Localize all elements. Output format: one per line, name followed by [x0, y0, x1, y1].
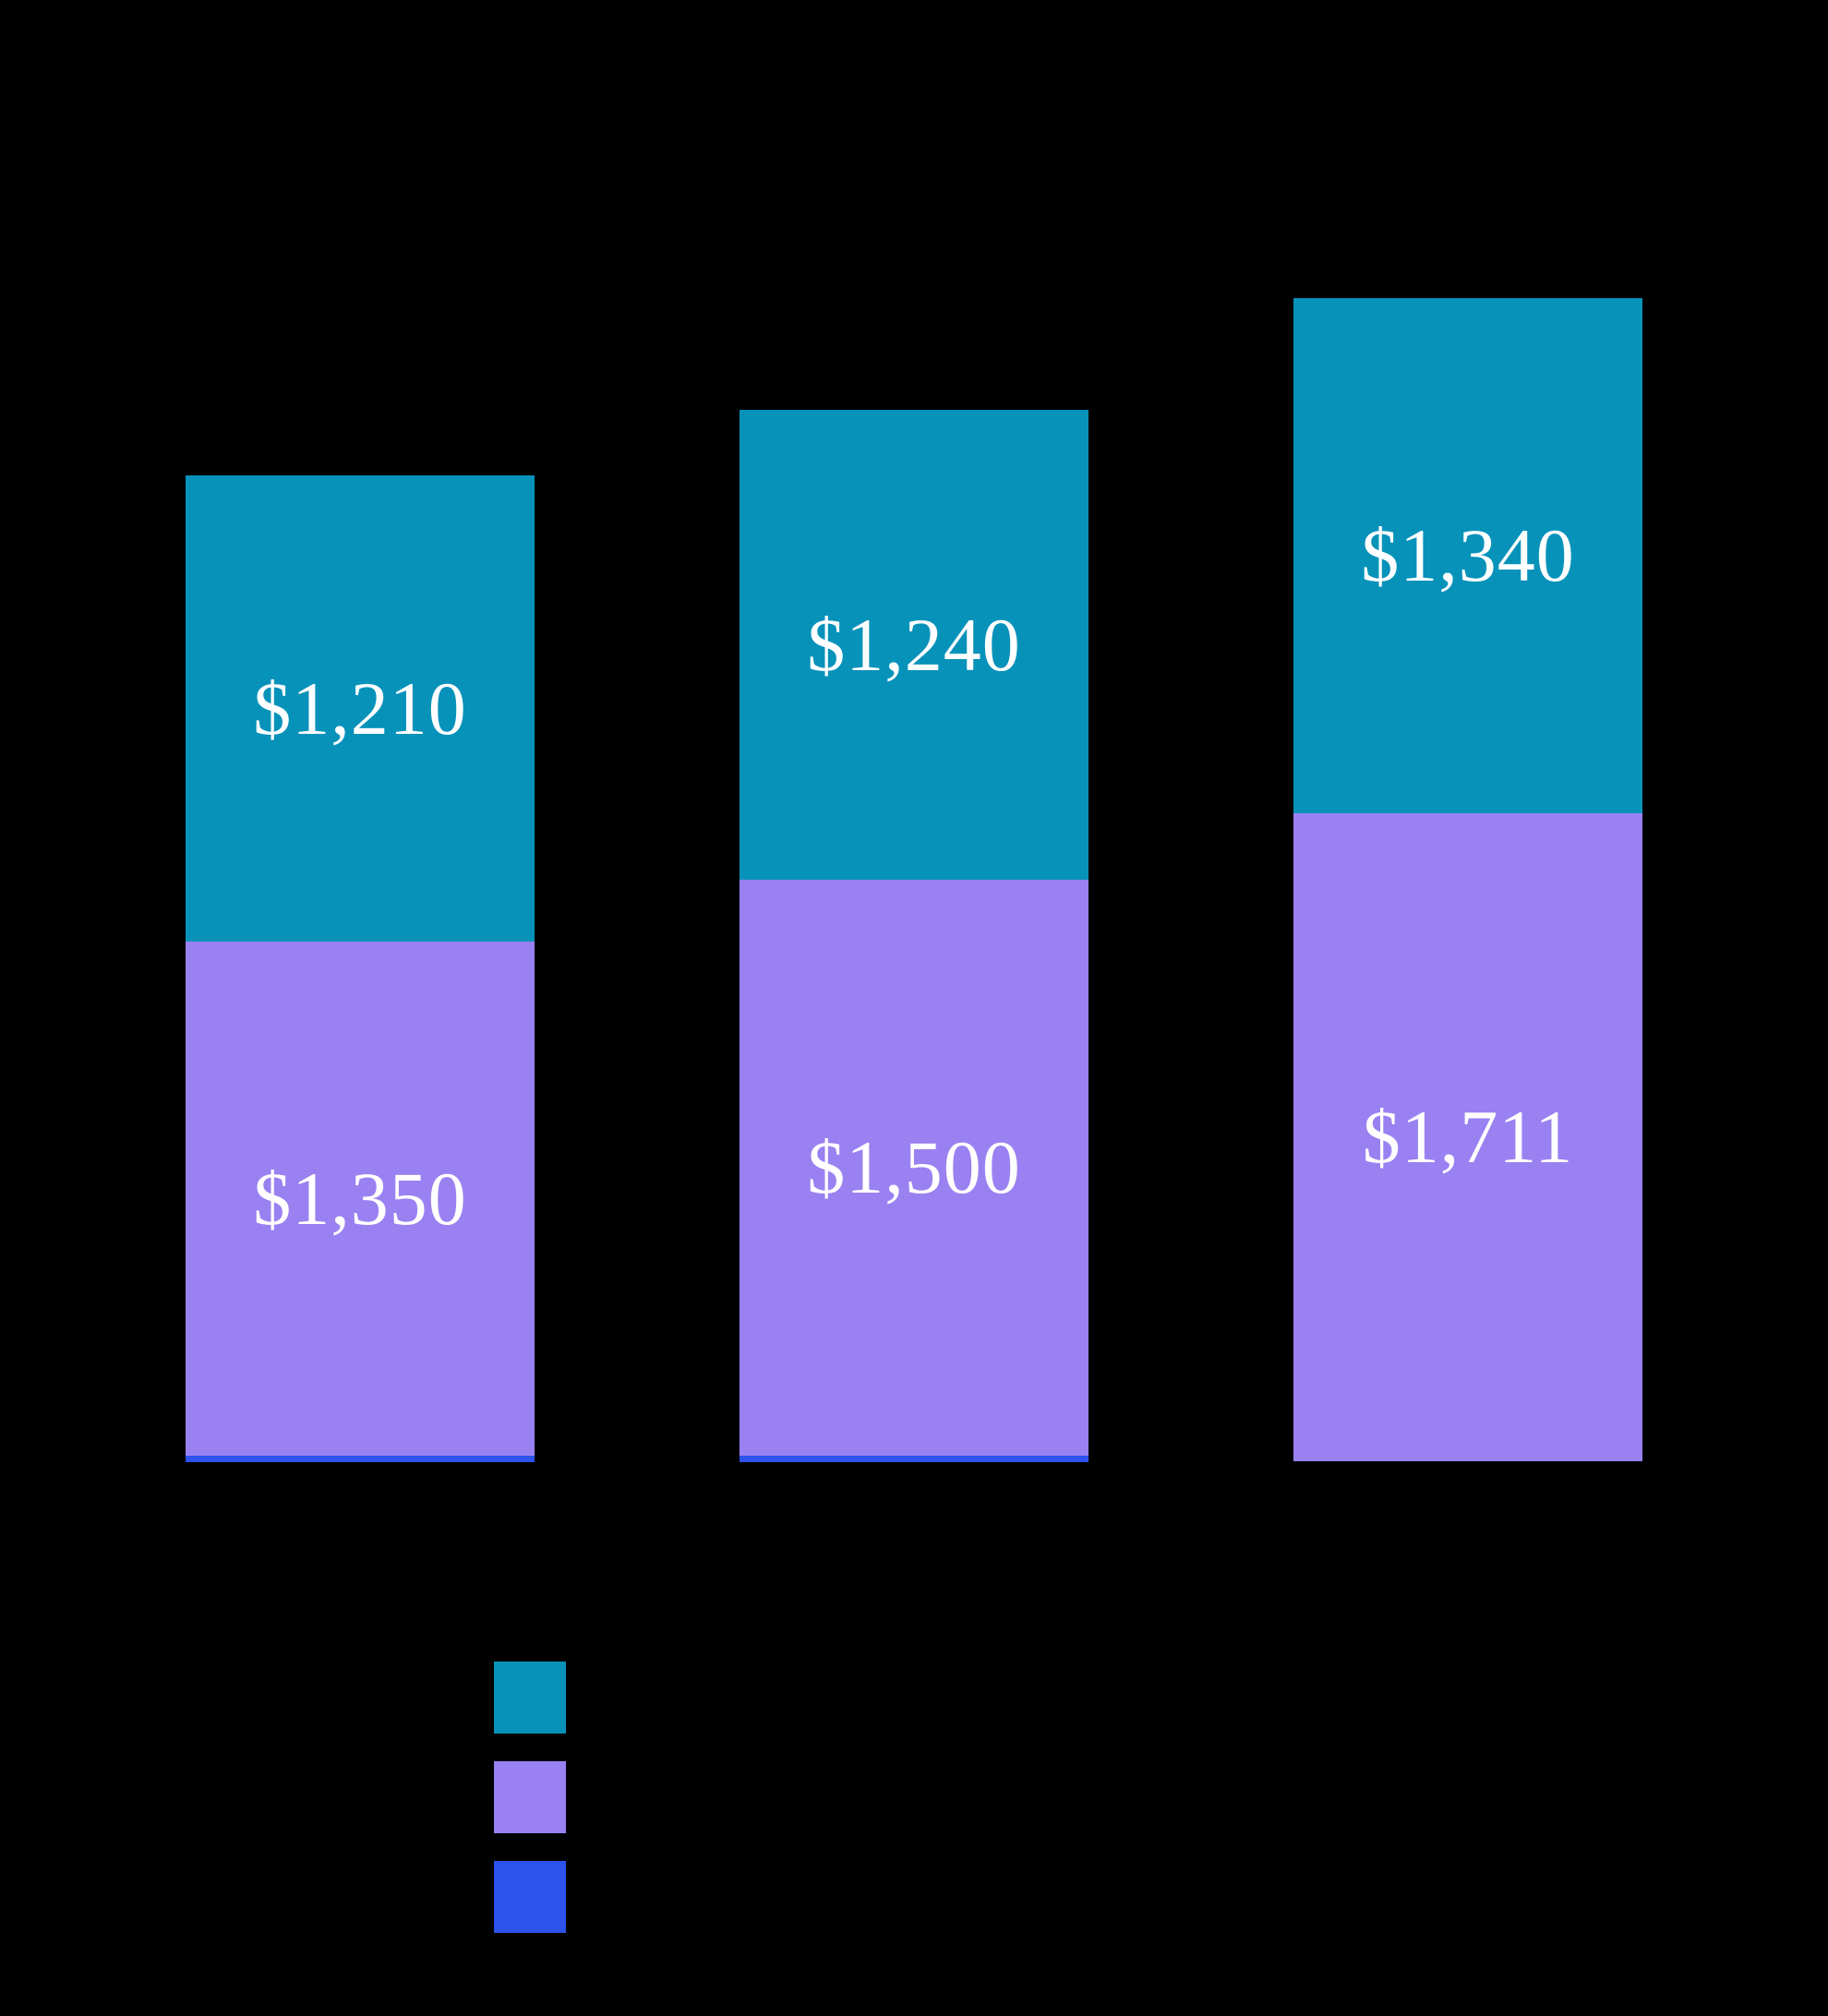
legend-swatch-blue — [494, 1861, 566, 1933]
bar-3-purple-value-label: $1,711 — [1362, 1095, 1574, 1179]
bar-3-segment-teal: $1,340 — [1293, 298, 1642, 813]
bar-3-segment-purple: $1,711 — [1293, 813, 1642, 1461]
bar-2-purple-value-label: $1,500 — [807, 1125, 1021, 1209]
bar-2-teal-value-label: $1,240 — [807, 602, 1021, 687]
bar-2-segment-blue — [740, 1456, 1088, 1462]
bar-1-teal-value-label: $1,210 — [253, 666, 467, 750]
bar-1-segment-purple: $1,350 — [186, 942, 535, 1456]
bar-2-segment-teal: $1,240 — [740, 410, 1088, 880]
bar-3-teal-value-label: $1,340 — [1361, 513, 1575, 597]
bar-2-segment-purple: $1,500 — [740, 880, 1088, 1456]
bar-1-segment-teal: $1,210 — [186, 475, 535, 942]
legend-swatch-purple — [494, 1761, 566, 1833]
legend-swatch-teal — [494, 1662, 566, 1734]
bar-1-purple-value-label: $1,350 — [253, 1156, 467, 1241]
bar-1-segment-blue — [186, 1456, 535, 1462]
